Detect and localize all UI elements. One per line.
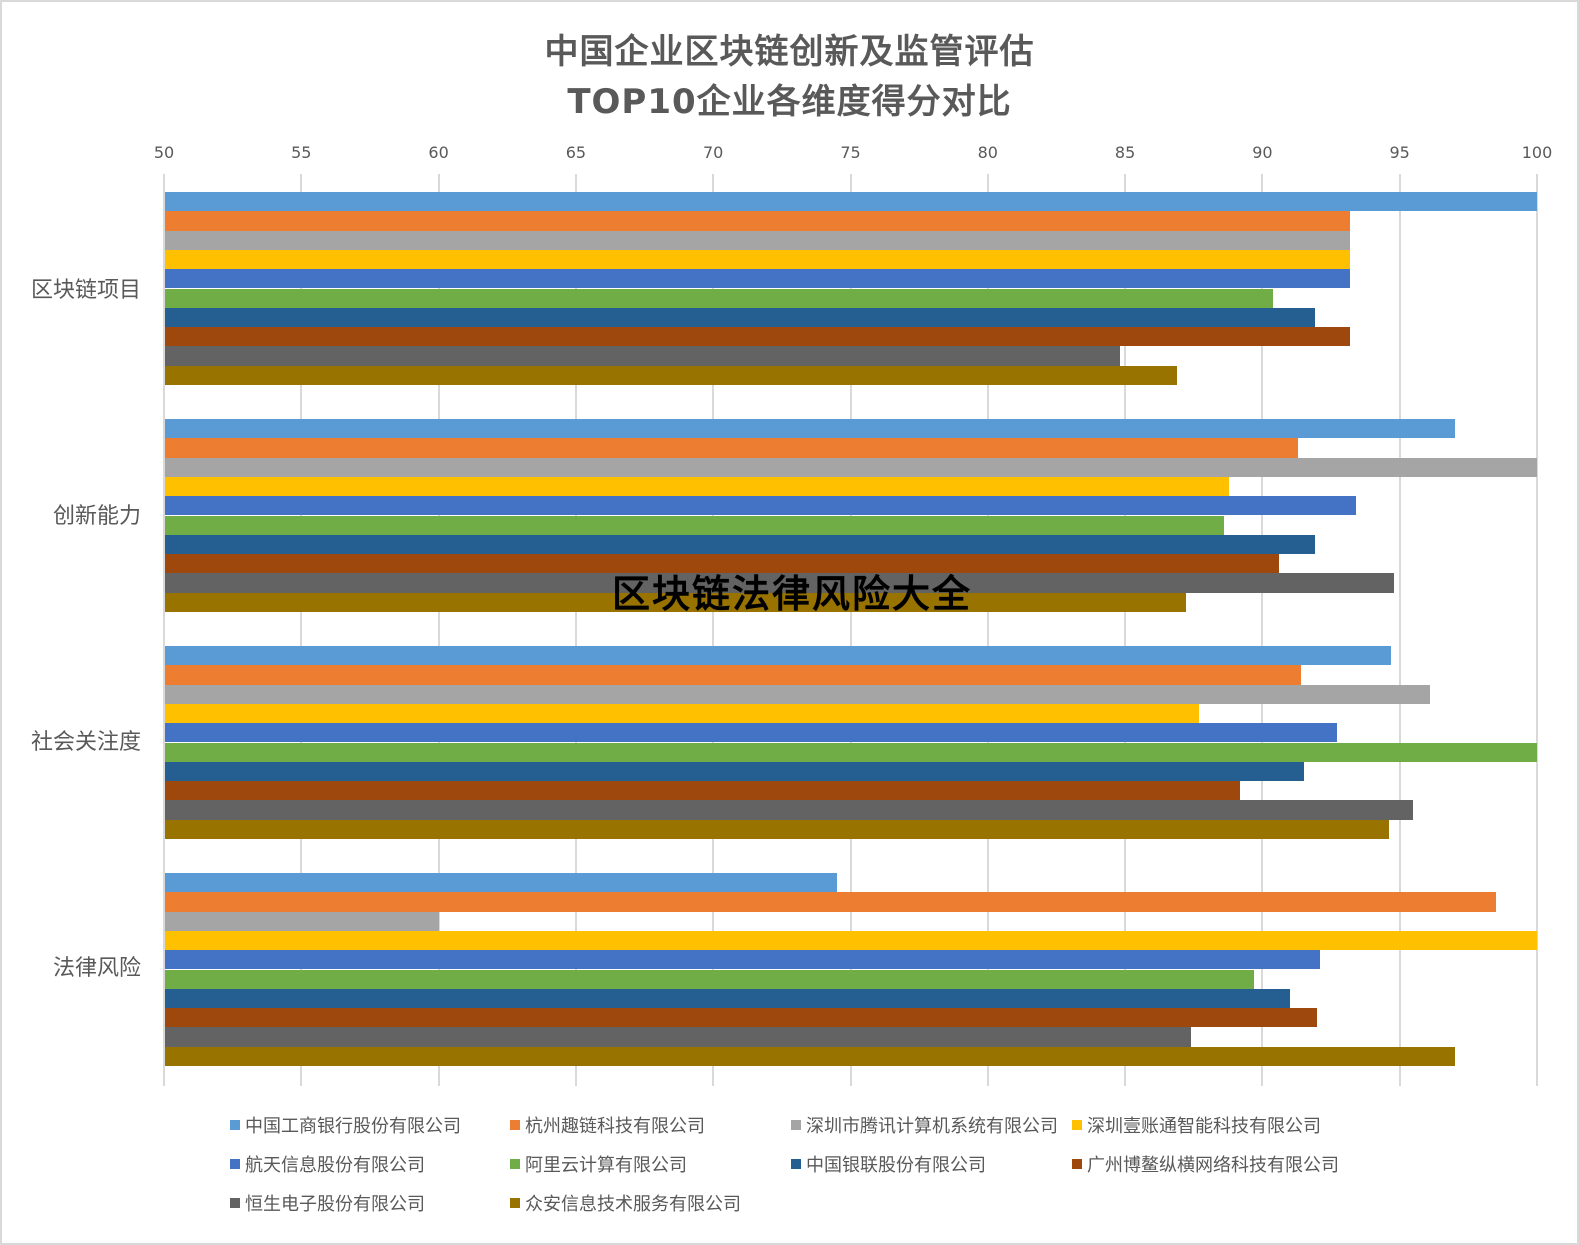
legend-item[interactable]: 航天信息股份有限公司 bbox=[230, 1151, 425, 1177]
gridline bbox=[300, 174, 303, 1086]
bar[interactable] bbox=[165, 684, 1430, 704]
legend-swatch-icon bbox=[1072, 1159, 1082, 1169]
bar[interactable] bbox=[165, 327, 1351, 347]
bar[interactable] bbox=[165, 988, 1290, 1009]
bar[interactable] bbox=[165, 211, 1351, 231]
bar[interactable] bbox=[165, 781, 1241, 801]
bar[interactable] bbox=[165, 742, 1537, 762]
x-tick-label: 70 bbox=[703, 143, 724, 162]
bar[interactable] bbox=[165, 515, 1224, 535]
legend-item[interactable]: 深圳市腾讯计算机系统有限公司 bbox=[791, 1112, 1058, 1138]
legend-item[interactable]: 广州博鳌纵横网络科技有限公司 bbox=[1072, 1151, 1339, 1177]
bar[interactable] bbox=[165, 1008, 1318, 1028]
legend-item[interactable]: 恒生电子股份有限公司 bbox=[230, 1190, 425, 1216]
legend-item[interactable]: 阿里云计算有限公司 bbox=[510, 1151, 687, 1177]
x-tick-label: 50 bbox=[153, 143, 175, 162]
gridline bbox=[712, 174, 715, 1086]
bar[interactable] bbox=[165, 1027, 1191, 1047]
bar[interactable] bbox=[165, 930, 1537, 951]
bar[interactable] bbox=[165, 249, 1351, 270]
bar[interactable] bbox=[165, 573, 1395, 593]
bar[interactable] bbox=[165, 819, 1389, 839]
gridline bbox=[986, 174, 989, 1086]
legend-swatch-icon bbox=[510, 1120, 520, 1130]
bar[interactable] bbox=[165, 496, 1356, 516]
gridline bbox=[1536, 174, 1538, 1086]
legend-label: 中国银联股份有限公司 bbox=[806, 1155, 986, 1176]
bar[interactable] bbox=[165, 554, 1279, 574]
category-label: 区块链项目 bbox=[30, 278, 141, 303]
gridline bbox=[437, 174, 440, 1086]
gridline bbox=[574, 174, 577, 1086]
x-tick-label: 60 bbox=[428, 143, 449, 162]
x-tick-label: 90 bbox=[1252, 143, 1273, 162]
legend-label: 深圳壹账通智能科技有限公司 bbox=[1087, 1116, 1321, 1137]
category-label: 法律风险 bbox=[52, 956, 141, 981]
legend-item[interactable]: 中国银联股份有限公司 bbox=[791, 1151, 986, 1177]
legend-label: 阿里云计算有限公司 bbox=[525, 1155, 687, 1176]
bar[interactable] bbox=[165, 230, 1351, 250]
gridline bbox=[1398, 174, 1401, 1086]
category-label: 创新能力 bbox=[52, 504, 141, 529]
bar[interactable] bbox=[165, 950, 1321, 970]
x-tick-label: 85 bbox=[1114, 143, 1136, 162]
legend-label: 恒生电子股份有限公司 bbox=[245, 1194, 425, 1215]
bar[interactable] bbox=[165, 1046, 1455, 1066]
x-tick-label: 75 bbox=[840, 143, 861, 162]
bar[interactable] bbox=[165, 892, 1496, 912]
legend-item[interactable]: 杭州趣链科技有限公司 bbox=[510, 1112, 705, 1138]
chart-title: 中国企业区块链创新及监管评估 bbox=[544, 32, 1035, 72]
legend-swatch-icon bbox=[510, 1198, 520, 1208]
bar[interactable] bbox=[165, 646, 1392, 666]
bar[interactable] bbox=[165, 365, 1178, 385]
bar[interactable] bbox=[165, 438, 1299, 458]
bar[interactable] bbox=[165, 192, 1537, 212]
bar[interactable] bbox=[165, 346, 1120, 366]
bar[interactable] bbox=[165, 873, 837, 893]
x-tick-label: 55 bbox=[291, 143, 312, 162]
watermark-text: 区块链法律风险大全 bbox=[612, 572, 973, 616]
legend-swatch-icon bbox=[230, 1120, 240, 1130]
bar[interactable] bbox=[165, 723, 1337, 743]
category-label: 社会关注度 bbox=[30, 730, 141, 755]
legend-swatch-icon bbox=[791, 1159, 801, 1169]
legend-label: 深圳市腾讯计算机系统有限公司 bbox=[806, 1116, 1058, 1137]
legend-swatch-icon bbox=[230, 1198, 240, 1208]
bar[interactable] bbox=[165, 969, 1255, 989]
bar[interactable] bbox=[165, 269, 1351, 289]
bar[interactable] bbox=[165, 288, 1274, 308]
legend-swatch-icon bbox=[1072, 1120, 1082, 1130]
bar[interactable] bbox=[165, 457, 1537, 477]
bar[interactable] bbox=[165, 592, 1186, 612]
bar[interactable] bbox=[165, 476, 1230, 497]
gridline bbox=[163, 174, 165, 1086]
bar[interactable] bbox=[165, 761, 1304, 782]
legend-item[interactable]: 众安信息技术服务有限公司 bbox=[510, 1190, 741, 1216]
legend-item[interactable]: 中国工商银行股份有限公司 bbox=[230, 1112, 461, 1138]
legend-label: 航天信息股份有限公司 bbox=[245, 1155, 425, 1176]
bar[interactable] bbox=[165, 307, 1315, 328]
legend-label: 杭州趣链科技有限公司 bbox=[525, 1116, 705, 1137]
legend-item[interactable]: 深圳壹账通智能科技有限公司 bbox=[1072, 1112, 1321, 1138]
x-tick-label: 65 bbox=[565, 143, 587, 162]
chart-subtitle: TOP10企业各维度得分对比 bbox=[567, 82, 1012, 122]
bar[interactable] bbox=[165, 665, 1301, 685]
legend-label: 中国工商银行股份有限公司 bbox=[245, 1116, 461, 1137]
x-tick-label: 100 bbox=[1521, 143, 1553, 162]
x-tick-label: 95 bbox=[1389, 143, 1410, 162]
bar[interactable] bbox=[165, 703, 1200, 724]
legend-swatch-icon bbox=[230, 1159, 240, 1169]
x-tick-label: 80 bbox=[977, 143, 998, 162]
bar[interactable] bbox=[165, 419, 1455, 439]
bar[interactable] bbox=[165, 800, 1414, 820]
legend-label: 广州博鳌纵横网络科技有限公司 bbox=[1087, 1155, 1339, 1176]
gridline bbox=[849, 174, 852, 1086]
gridline bbox=[1261, 174, 1264, 1086]
legend-swatch-icon bbox=[510, 1159, 520, 1169]
gridline bbox=[1124, 174, 1127, 1086]
legend-swatch-icon bbox=[791, 1120, 801, 1130]
bar[interactable] bbox=[165, 911, 439, 931]
legend-label: 众安信息技术服务有限公司 bbox=[525, 1194, 741, 1215]
bar[interactable] bbox=[165, 534, 1315, 555]
